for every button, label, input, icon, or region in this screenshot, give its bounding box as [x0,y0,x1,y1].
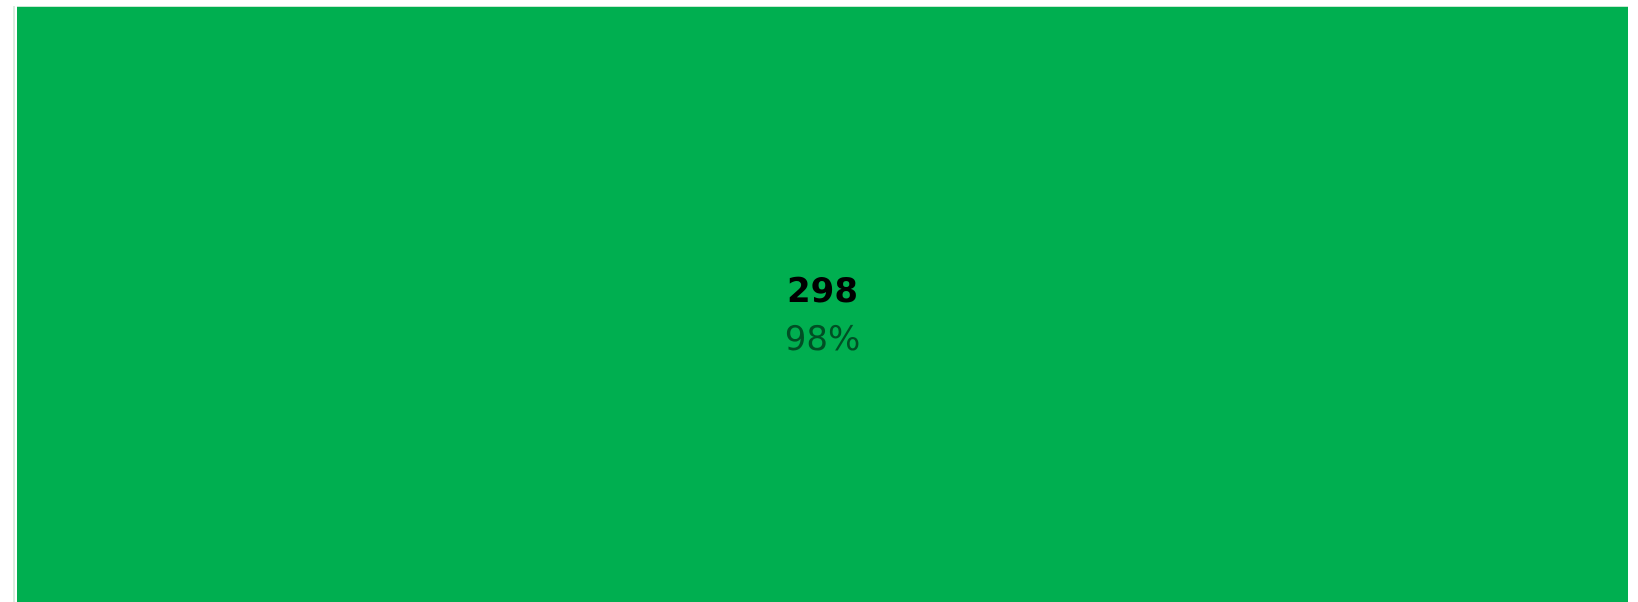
segment: 298 98% [17,6,1628,602]
segment-percent: 98% [784,319,861,359]
divider [13,6,15,602]
segment-count: 298 [787,271,858,311]
